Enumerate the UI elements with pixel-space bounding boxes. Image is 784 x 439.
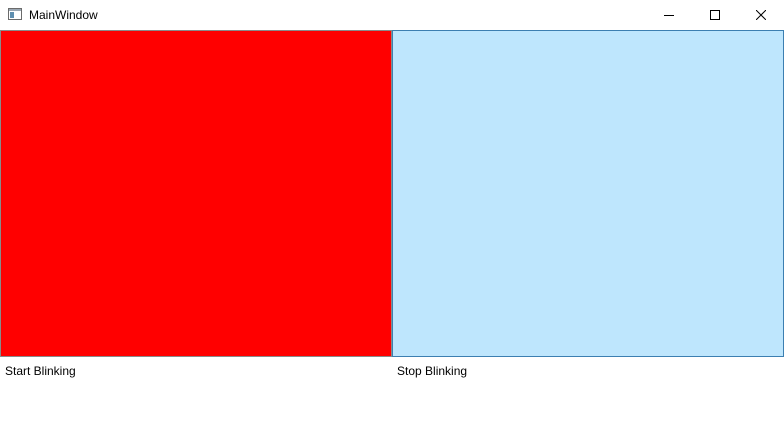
- title-bar[interactable]: MainWindow: [0, 0, 784, 30]
- stop-blinking-button[interactable]: Stop Blinking: [397, 364, 468, 378]
- close-icon: [756, 10, 766, 20]
- window-app-icon: [8, 8, 22, 20]
- start-blinking-button[interactable]: Start Blinking: [5, 364, 76, 378]
- maximize-icon: [710, 10, 720, 20]
- close-button[interactable]: [738, 0, 784, 30]
- maximize-button[interactable]: [692, 0, 738, 30]
- window-content: Start Blinking Stop Blinking: [0, 30, 784, 439]
- minimize-icon: [664, 15, 674, 16]
- blink-panel-right: [392, 30, 784, 357]
- minimize-button[interactable]: [646, 0, 692, 30]
- window-title: MainWindow: [29, 8, 98, 22]
- blink-panel-left: [0, 30, 392, 357]
